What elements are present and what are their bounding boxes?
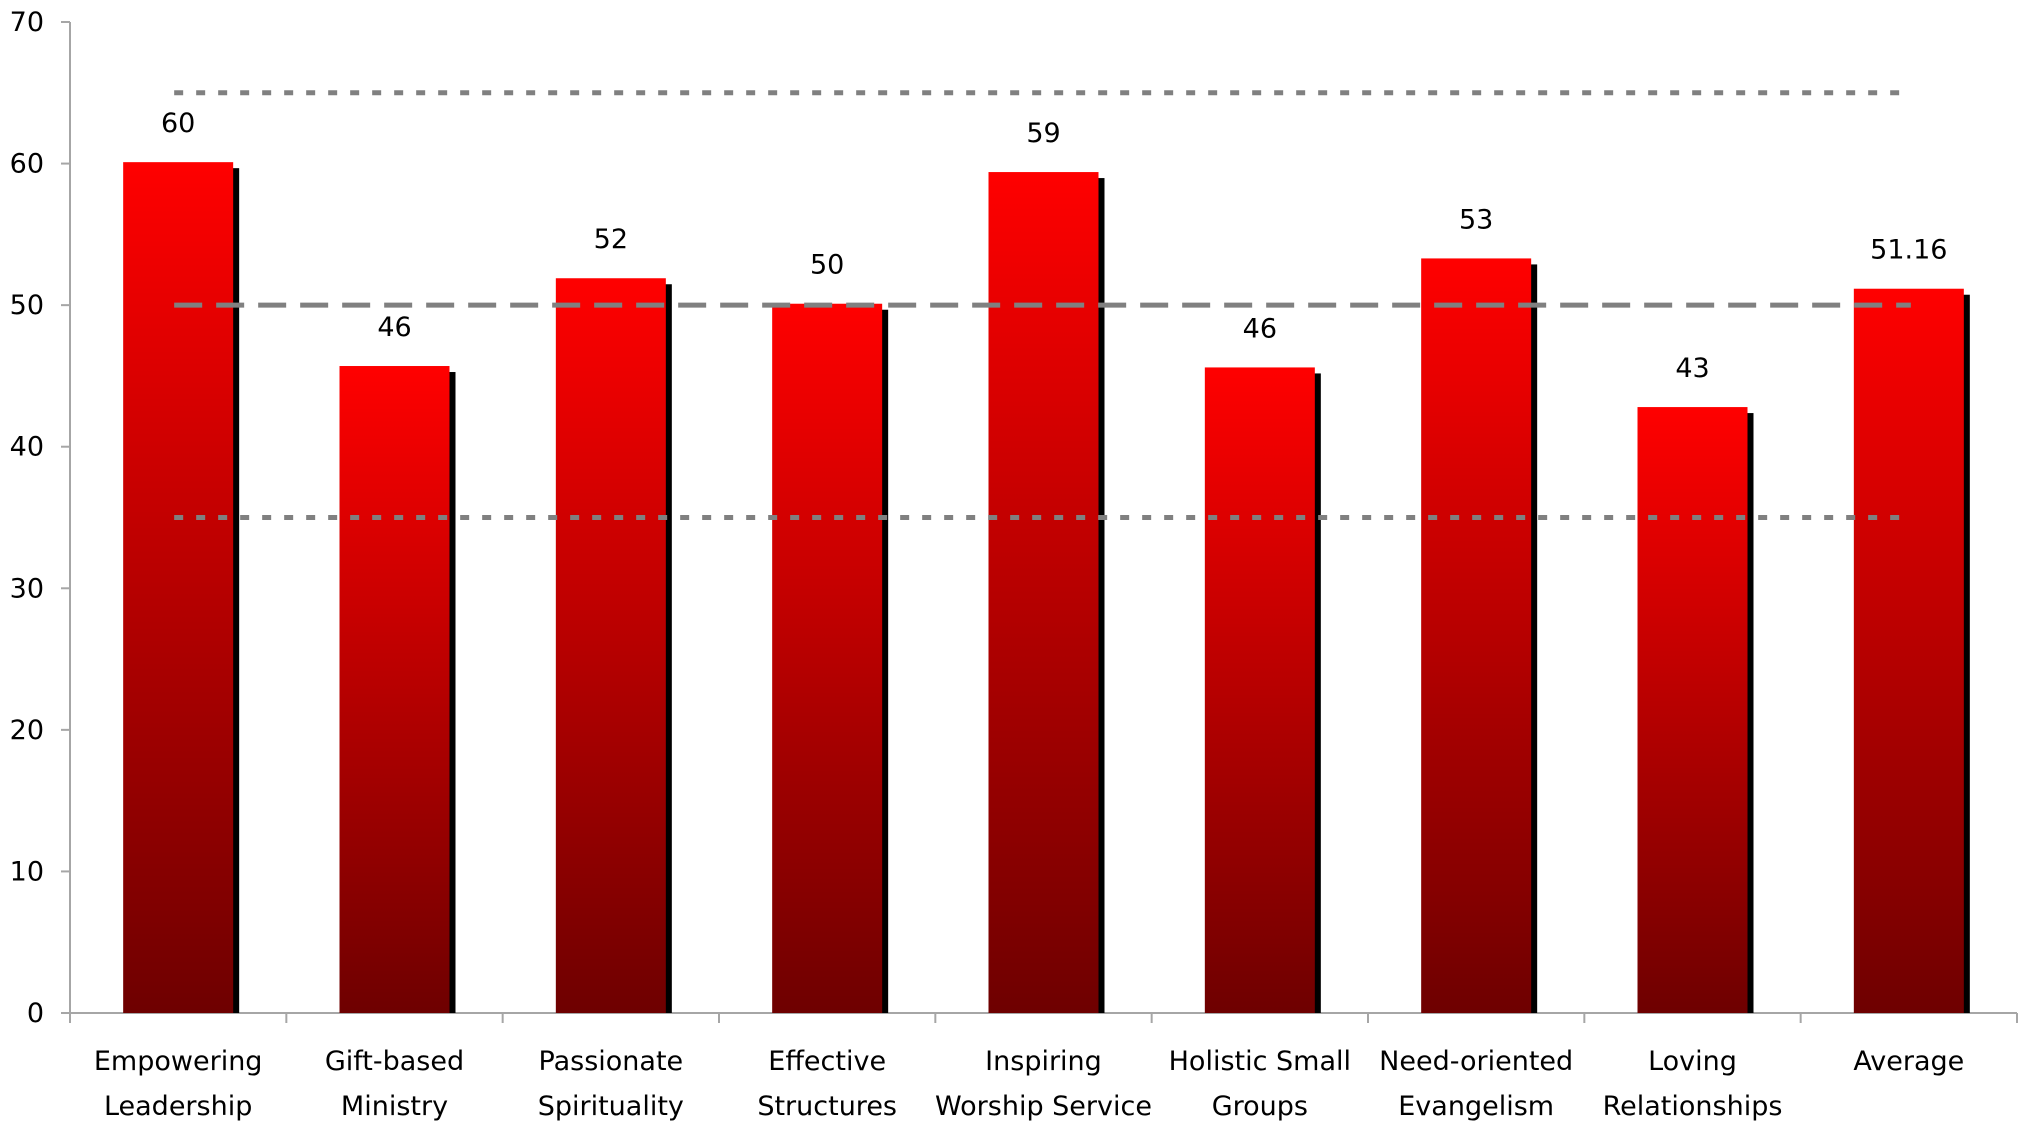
y-tick-label: 0: [27, 998, 44, 1029]
data-label: 46: [1243, 313, 1277, 344]
data-label: 53: [1459, 204, 1493, 235]
bar: [339, 366, 450, 1014]
bar: [1421, 258, 1532, 1013]
bar: [555, 278, 666, 1014]
category-label: Empowering Leadership: [94, 1046, 263, 1122]
category-label: Need-oriented Evangelism: [1379, 1046, 1573, 1122]
data-label: 51.16: [1870, 235, 1947, 266]
data-label: 43: [1675, 353, 1709, 384]
y-tick-label: 40: [10, 432, 44, 463]
category-label: Holistic Small Groups: [1169, 1046, 1351, 1122]
category-label: Inspiring Worship Service: [935, 1046, 1152, 1122]
y-tick-label: 70: [10, 7, 44, 38]
y-tick-label: 30: [10, 573, 44, 604]
data-label: 46: [377, 312, 411, 343]
bar: [123, 162, 234, 1014]
bar: [1637, 407, 1748, 1013]
y-tick-label: 10: [10, 856, 44, 887]
y-tick-label: 20: [10, 715, 44, 746]
y-tick-label: 50: [10, 290, 44, 321]
bars-group: [123, 162, 1970, 1014]
bar: [1853, 288, 1964, 1013]
category-label: Effective Structures: [757, 1046, 897, 1122]
y-tick-label: 60: [10, 149, 44, 180]
category-label: Average: [1853, 1046, 1964, 1077]
bar: [1204, 367, 1315, 1013]
data-label: 52: [594, 224, 628, 255]
bar: [988, 172, 1099, 1013]
category-label: Gift-based Ministry: [325, 1046, 464, 1122]
labels-group: 0 10 20 30 40 50 60 70 60 Empowering Leadership 46 G…: [10, 7, 1965, 1122]
data-label: 59: [1026, 118, 1060, 149]
category-label: Loving Relationships: [1603, 1046, 1783, 1122]
data-label: 60: [161, 108, 195, 139]
bar: [772, 303, 883, 1013]
reference-lines-group: [174, 90, 1911, 520]
data-label: 50: [810, 250, 844, 281]
category-label: Passionate Spirituality: [538, 1046, 684, 1122]
